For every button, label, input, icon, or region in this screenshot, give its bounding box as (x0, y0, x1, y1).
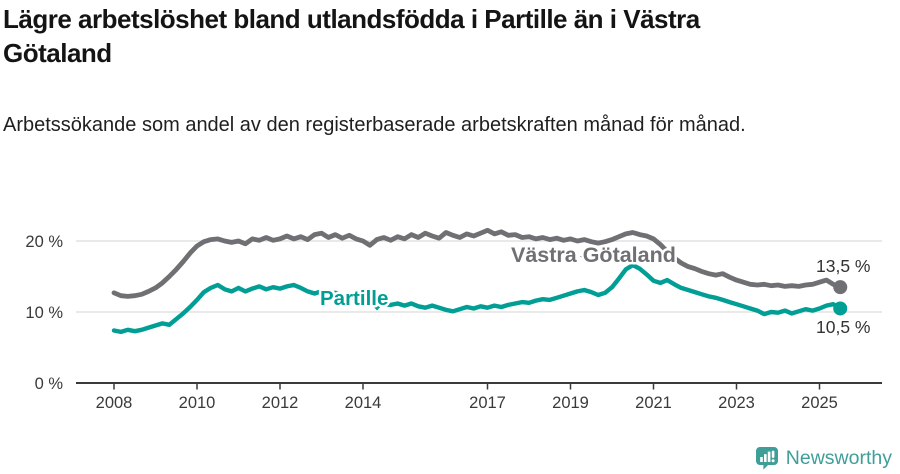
x-tick-label: 2017 (469, 394, 506, 412)
series-marker-v-stra-g-taland (580, 256, 592, 263)
page-title: Lägre arbetslöshet bland utlandsfödda i … (3, 4, 700, 68)
series-label-v-stra-g-taland: Västra Götaland (511, 243, 676, 267)
x-tick-label: 2010 (179, 394, 216, 412)
end-value-label-partille: 10,5 % (816, 317, 870, 337)
x-tick-label: 2025 (801, 394, 838, 412)
line-chart: 2008 2010 2012 2014 2017 2019 2021 2023 2025 0 % 1… (0, 205, 900, 420)
x-tick-label: 2021 (635, 394, 672, 412)
series-marker-partille (371, 304, 383, 311)
x-tick-label: 2019 (552, 394, 589, 412)
x-tick-label: 2012 (262, 394, 299, 412)
end-value-label-v-stra-g-taland: 13,5 % (816, 256, 870, 276)
end-dot-partille (833, 301, 848, 316)
x-tick-label: 2014 (345, 394, 382, 412)
x-tick-label: 2008 (96, 394, 133, 412)
brand-name: Newsworthy (785, 446, 892, 469)
y-tick-label: 0 % (35, 375, 64, 393)
series-line-partille (111, 262, 843, 335)
newsworthy-logo: Newsworthy (755, 446, 892, 470)
series-line-v-stra-g-taland (111, 227, 843, 299)
y-tick-label: 20 % (25, 233, 63, 251)
y-tick-label: 10 % (25, 304, 63, 322)
end-dot-v-stra-g-taland (833, 280, 848, 295)
series-label-partille: Partille (320, 287, 388, 310)
x-tick-label: 2023 (718, 394, 755, 412)
newsworthy-badge-icon (755, 447, 778, 470)
line-chart-canvas: 2008 2010 2012 2014 2017 2019 2021 2023 2025 0 % 1… (25, 227, 882, 412)
chart-subtitle: Arbetssökande som andel av den registerb… (3, 114, 746, 136)
